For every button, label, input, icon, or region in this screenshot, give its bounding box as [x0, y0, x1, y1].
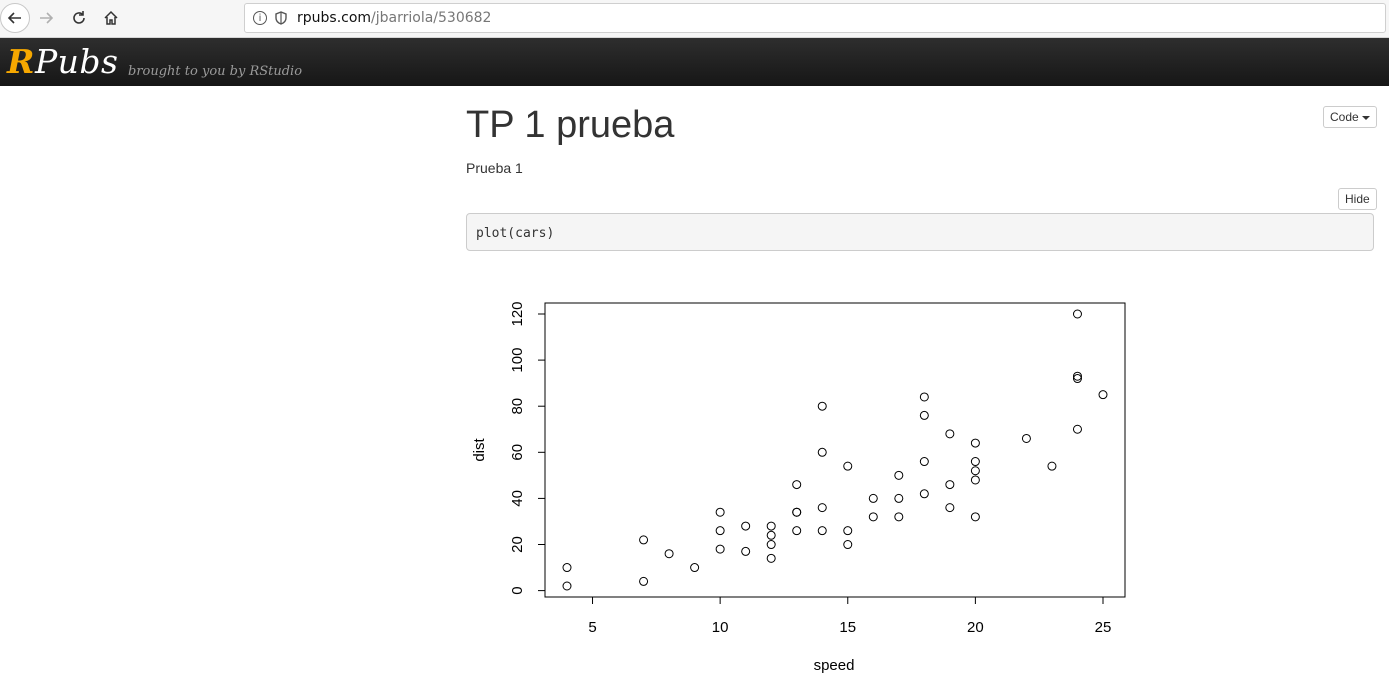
- hide-code-button[interactable]: Hide: [1338, 188, 1377, 210]
- data-point: [843, 461, 853, 471]
- logo-r: R: [7, 42, 35, 81]
- y-tick-label: 20: [509, 536, 526, 553]
- data-point: [817, 447, 827, 457]
- reload-button[interactable]: [65, 4, 93, 32]
- x-axis-label: speed: [814, 657, 855, 674]
- y-tick-label: 60: [509, 444, 526, 461]
- caret-down-icon: [1361, 115, 1370, 120]
- home-icon: [104, 10, 118, 25]
- arrow-left-icon: [7, 12, 21, 24]
- x-tick-label: 5: [588, 619, 596, 636]
- data-point: [639, 576, 649, 586]
- data-point: [843, 540, 853, 550]
- data-point: [792, 507, 802, 517]
- y-axis-label: dist: [471, 437, 488, 461]
- x-tick-label: 25: [1095, 619, 1112, 636]
- data-point: [1072, 371, 1082, 381]
- data-point: [715, 526, 725, 536]
- y-tick-label: 0: [509, 586, 526, 594]
- x-tick-label: 10: [712, 619, 729, 636]
- data-point: [1072, 374, 1082, 384]
- url-host: rpubs.com: [297, 10, 372, 26]
- data-point: [639, 535, 649, 545]
- data-point: [766, 530, 776, 540]
- data-point: [894, 470, 904, 480]
- data-point: [741, 546, 751, 556]
- scatter-plot: 5 10 15 20 25 0 20 40 60 80 100 120 speed dist: [471, 301, 1126, 674]
- logo-pubs: Pubs: [34, 42, 119, 81]
- info-icon[interactable]: i: [253, 11, 267, 25]
- code-button-label: Code: [1330, 110, 1359, 124]
- y-tick-label: 40: [509, 490, 526, 507]
- url-bar[interactable]: i rpubs.com/jbarriola/530682: [244, 3, 1386, 33]
- page-subtitle: Prueba 1: [466, 160, 523, 176]
- home-button[interactable]: [97, 4, 125, 32]
- x-axis: 5 10 15 20 25: [588, 596, 1112, 636]
- data-points: [562, 309, 1108, 591]
- code-dropdown-button[interactable]: Code: [1323, 106, 1377, 128]
- data-point: [664, 549, 674, 559]
- data-point: [970, 466, 980, 476]
- data-point: [970, 457, 980, 467]
- data-point: [817, 401, 827, 411]
- y-tick-label: 80: [509, 398, 526, 415]
- data-point: [817, 503, 827, 513]
- arrow-right-icon: [40, 12, 54, 24]
- code-text: plot(cars): [476, 226, 555, 241]
- data-point: [1047, 461, 1057, 471]
- data-point: [741, 521, 751, 531]
- data-point: [970, 438, 980, 448]
- shield-icon[interactable]: [275, 11, 287, 25]
- y-axis: 0 20 40 60 80 100 120: [509, 301, 546, 595]
- data-point: [1098, 390, 1108, 400]
- y-tick-label: 100: [509, 348, 526, 373]
- data-point: [817, 526, 827, 536]
- data-point: [766, 553, 776, 563]
- data-point: [715, 544, 725, 554]
- data-point: [919, 489, 929, 499]
- data-point: [868, 512, 878, 522]
- x-tick-label: 20: [967, 619, 984, 636]
- reload-icon: [73, 11, 85, 24]
- forward-button[interactable]: [32, 4, 60, 32]
- data-point: [945, 480, 955, 490]
- url-text[interactable]: rpubs.com/jbarriola/530682: [297, 10, 491, 26]
- data-point: [792, 526, 802, 536]
- browser-toolbar: i rpubs.com/jbarriola/530682: [0, 0, 1389, 38]
- data-point: [945, 429, 955, 439]
- data-point: [562, 563, 572, 573]
- data-point: [894, 512, 904, 522]
- page-title: TP 1 prueba: [466, 104, 675, 146]
- rpubs-header: RPubs brought to you by RStudio: [0, 38, 1389, 86]
- data-point: [1072, 424, 1082, 434]
- x-tick-label: 15: [839, 619, 856, 636]
- data-point: [690, 563, 700, 573]
- data-point: [562, 581, 572, 591]
- data-point: [715, 507, 725, 517]
- data-point: [970, 475, 980, 485]
- data-point: [792, 480, 802, 490]
- data-point: [945, 503, 955, 513]
- y-tick-label: 120: [509, 301, 526, 326]
- tagline: brought to you by RStudio: [128, 64, 303, 79]
- data-point: [766, 540, 776, 550]
- data-point: [843, 526, 853, 536]
- data-point: [1072, 309, 1082, 319]
- back-button[interactable]: [0, 3, 30, 33]
- data-point: [894, 493, 904, 503]
- data-point: [919, 457, 929, 467]
- data-point: [868, 493, 878, 503]
- data-point: [970, 512, 980, 522]
- data-point: [766, 521, 776, 531]
- code-block: plot(cars): [466, 213, 1374, 251]
- plot-frame: [544, 302, 1126, 598]
- rpubs-logo[interactable]: RPubs: [7, 42, 118, 81]
- url-path: /jbarriola/530682: [371, 10, 492, 26]
- data-point: [919, 392, 929, 402]
- data-point: [1021, 433, 1031, 443]
- data-point: [919, 410, 929, 420]
